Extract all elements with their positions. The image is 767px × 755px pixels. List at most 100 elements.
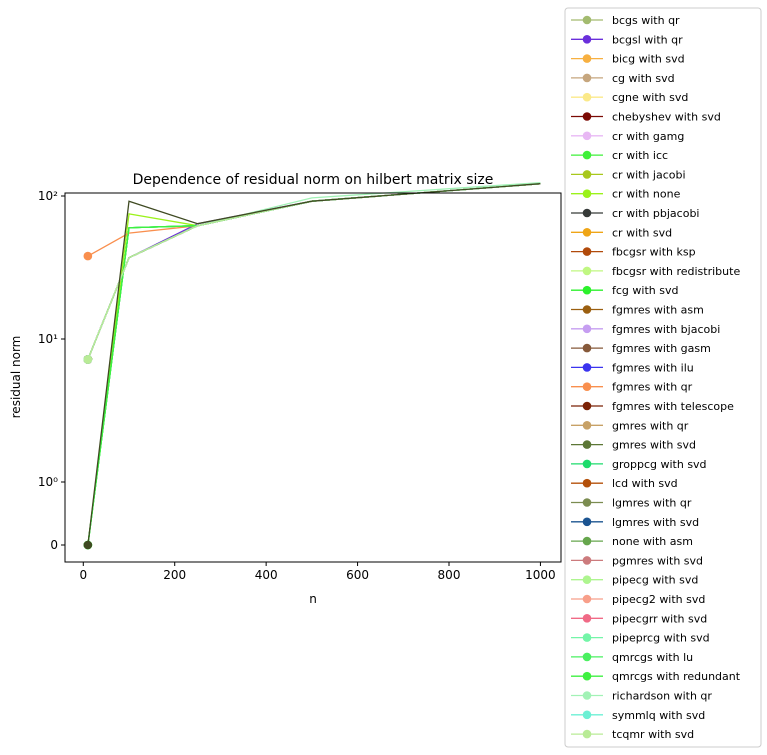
x-axis-label: n: [309, 592, 317, 606]
legend-marker: [582, 382, 592, 392]
x-tick-label: 800: [438, 568, 461, 582]
legend-label: pgmres with svd: [612, 554, 703, 567]
series-line: [87, 183, 541, 546]
legend-marker: [582, 285, 592, 295]
legend-marker: [582, 266, 592, 276]
legend-marker: [582, 92, 592, 102]
legend-marker: [582, 536, 592, 546]
legend-label: fgmres with qr: [612, 381, 693, 394]
series-line: [87, 183, 541, 546]
legend-marker: [582, 305, 592, 314]
series-line: [87, 183, 541, 546]
legend-marker: [582, 652, 592, 662]
x-tick-label: 600: [346, 568, 369, 582]
legend-label: cr with pbjacobi: [612, 207, 699, 220]
legend-marker: [582, 54, 592, 63]
legend-marker: [582, 614, 592, 623]
legend-marker: [582, 478, 592, 488]
legend-marker: [582, 189, 592, 198]
series-line: [87, 181, 541, 360]
legend-marker: [582, 594, 592, 604]
legend-label: cr with gamg: [612, 130, 684, 143]
legend-label: pipecgrr with svd: [612, 612, 707, 625]
legend-marker: [582, 556, 592, 565]
legend-label: chebyshev with svd: [612, 111, 721, 124]
legend-label: symmlq with svd: [612, 709, 705, 722]
y-axis-label: residual norm: [9, 336, 23, 419]
legend-label: lgmres with qr: [612, 497, 692, 510]
y-axis: 0 10⁰ 10¹ 10²: [38, 189, 65, 552]
series-line: [87, 183, 541, 546]
chart-title: Dependence of residual norm on hilbert m…: [133, 172, 494, 188]
legend-marker: [582, 671, 592, 681]
legend-marker: [582, 459, 592, 469]
legend-label: qmrcgs with lu: [612, 651, 693, 664]
legend-marker: [582, 517, 592, 527]
series-line: [87, 183, 541, 546]
legend-marker: [582, 363, 592, 372]
legend-label: fgmres with asm: [612, 304, 704, 317]
legend-label: fcg with svd: [612, 284, 678, 297]
legend-label: none with asm: [612, 535, 693, 548]
legend-label: pipecg with svd: [612, 574, 698, 587]
legend-marker: [582, 208, 592, 218]
legend-label: cr with icc: [612, 149, 668, 162]
legend-label: cg with svd: [612, 72, 675, 85]
legend-marker: [582, 729, 592, 739]
legend-label: pipecg2 with svd: [612, 593, 705, 606]
y-tick-label: 10¹: [38, 332, 58, 346]
x-tick-label: 0: [79, 568, 87, 582]
legend-marker: [582, 440, 592, 449]
legend-marker: [582, 343, 592, 353]
legend-marker: [582, 247, 592, 256]
legend-label: groppcg with svd: [612, 458, 707, 471]
series-marker: [83, 540, 93, 550]
legend-marker: [582, 73, 592, 83]
x-axis: 0 200 400 600 800 1000: [79, 562, 556, 582]
legend-marker: [582, 15, 592, 25]
legend-label: fbcgsr with ksp: [612, 246, 696, 259]
legend-label: pipeprcg with svd: [612, 632, 710, 645]
y-tick-label: 10²: [38, 189, 58, 203]
plot-area: [83, 181, 541, 550]
legend-label: bicg with svd: [612, 53, 685, 66]
x-tick-label: 400: [255, 568, 278, 582]
legend-label: fbcgsr with redistribute: [612, 265, 740, 278]
legend-label: gmres with qr: [612, 419, 689, 432]
y-tick-label: 0: [50, 538, 58, 552]
x-tick-label: 200: [163, 568, 186, 582]
legend-marker: [582, 131, 592, 141]
legend-marker: [582, 498, 592, 507]
legend-marker: [582, 170, 592, 179]
legend: bcgs with qr bcgsl with qr bicg with svd cg…: [564, 7, 762, 748]
legend-label: fgmres with telescope: [612, 400, 734, 413]
series-line: [87, 183, 541, 546]
legend-label: bcgs with qr: [612, 14, 680, 27]
legend-label: gmres with svd: [612, 439, 696, 452]
legend-label: fgmres with ilu: [612, 361, 694, 374]
legend-label: lcd with svd: [612, 477, 678, 490]
legend-label: cgne with svd: [612, 91, 688, 104]
legend-frame: [564, 7, 762, 748]
series-marker: [83, 355, 93, 364]
legend-label: fgmres with bjacobi: [612, 323, 720, 336]
legend-marker: [582, 633, 592, 642]
plot-frame: [64, 192, 562, 563]
series-line: [87, 183, 541, 546]
legend-label: cr with none: [612, 188, 681, 201]
legend-marker: [582, 691, 592, 700]
legend-label: bcgsl with qr: [612, 33, 683, 46]
legend-marker: [582, 401, 592, 411]
legend-label: richardson with qr: [612, 690, 712, 703]
legend-label: cr with svd: [612, 226, 672, 239]
legend-label: cr with jacobi: [612, 168, 686, 181]
legend-marker: [582, 150, 592, 160]
legend-marker: [582, 421, 592, 430]
legend-label: lgmres with svd: [612, 516, 699, 529]
legend-marker: [582, 575, 592, 584]
legend-label: fgmres with gasm: [612, 342, 711, 355]
legend-marker: [582, 112, 592, 121]
legend-marker: [582, 324, 592, 334]
legend-marker: [582, 710, 592, 720]
